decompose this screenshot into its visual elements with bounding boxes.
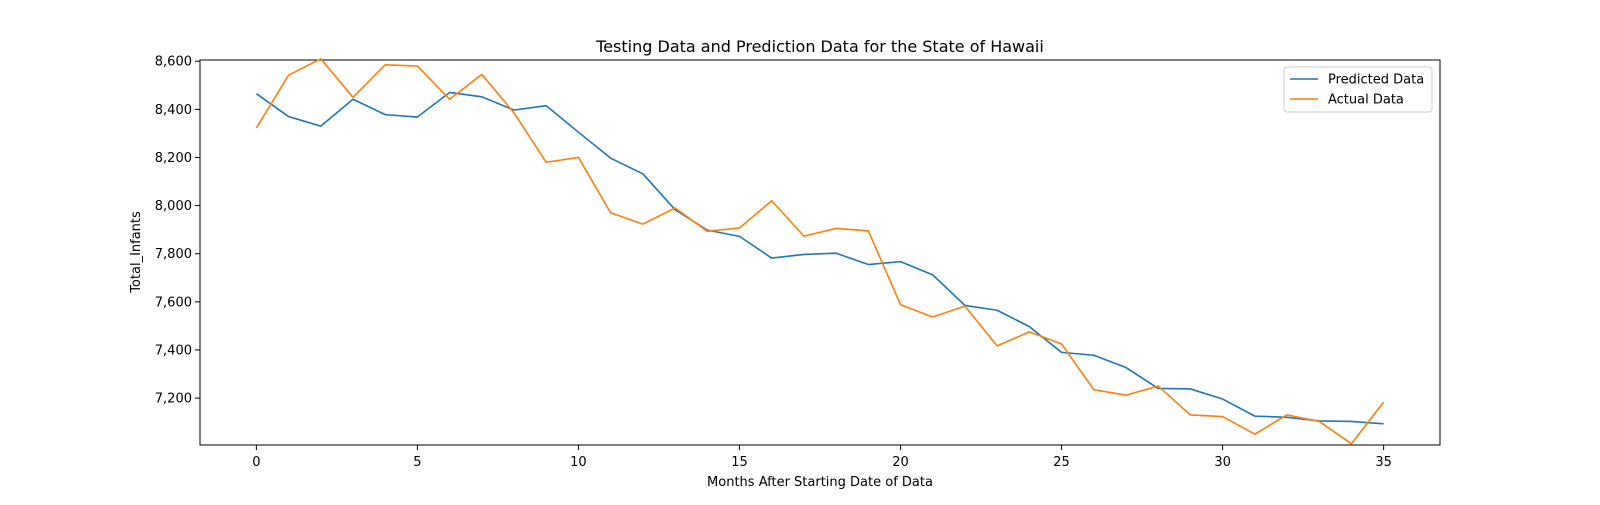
legend-label: Predicted Data [1328, 73, 1424, 88]
plot-area [199, 59, 1441, 446]
y-axis-ticks: 7,200 7,400 7,600 7,800 8,000 8,200 8,400 8,600 [155, 55, 200, 407]
x-tick-label: 20 [892, 455, 909, 470]
y-tick-label: 7,200 [155, 392, 192, 407]
x-tick-label: 0 [252, 455, 260, 470]
series-layer [255, 57, 1385, 445]
y-tick-label: 8,200 [155, 151, 192, 166]
x-tick-label: 25 [1053, 455, 1070, 470]
y-tick-label: 8,000 [155, 199, 192, 214]
y-tick-label: 8,600 [155, 55, 192, 70]
x-tick-label: 30 [1214, 455, 1231, 470]
y-tick-label: 8,400 [155, 103, 192, 118]
legend-label: Actual Data [1328, 93, 1404, 108]
y-axis-label: Total_Infants [129, 211, 144, 294]
legend: Predicted Data Actual Data [1283, 66, 1433, 113]
y-tick-label: 7,600 [155, 295, 192, 310]
series-line-predicted-data [255, 91, 1384, 425]
x-tick-label: 35 [1375, 455, 1392, 470]
series-line-actual-data [255, 57, 1385, 445]
x-axis-ticks: 0 5 10 15 20 25 30 35 [252, 445, 1392, 470]
x-tick-label: 5 [413, 455, 421, 470]
chart-title: Testing Data and Prediction Data for the… [595, 37, 1044, 56]
x-tick-label: 10 [570, 455, 587, 470]
y-tick-label: 7,800 [155, 247, 192, 262]
legend-box [1283, 66, 1433, 113]
x-tick-label: 15 [731, 455, 748, 470]
y-tick-label: 7,400 [155, 343, 192, 358]
x-axis-label: Months After Starting Date of Data [707, 475, 933, 490]
